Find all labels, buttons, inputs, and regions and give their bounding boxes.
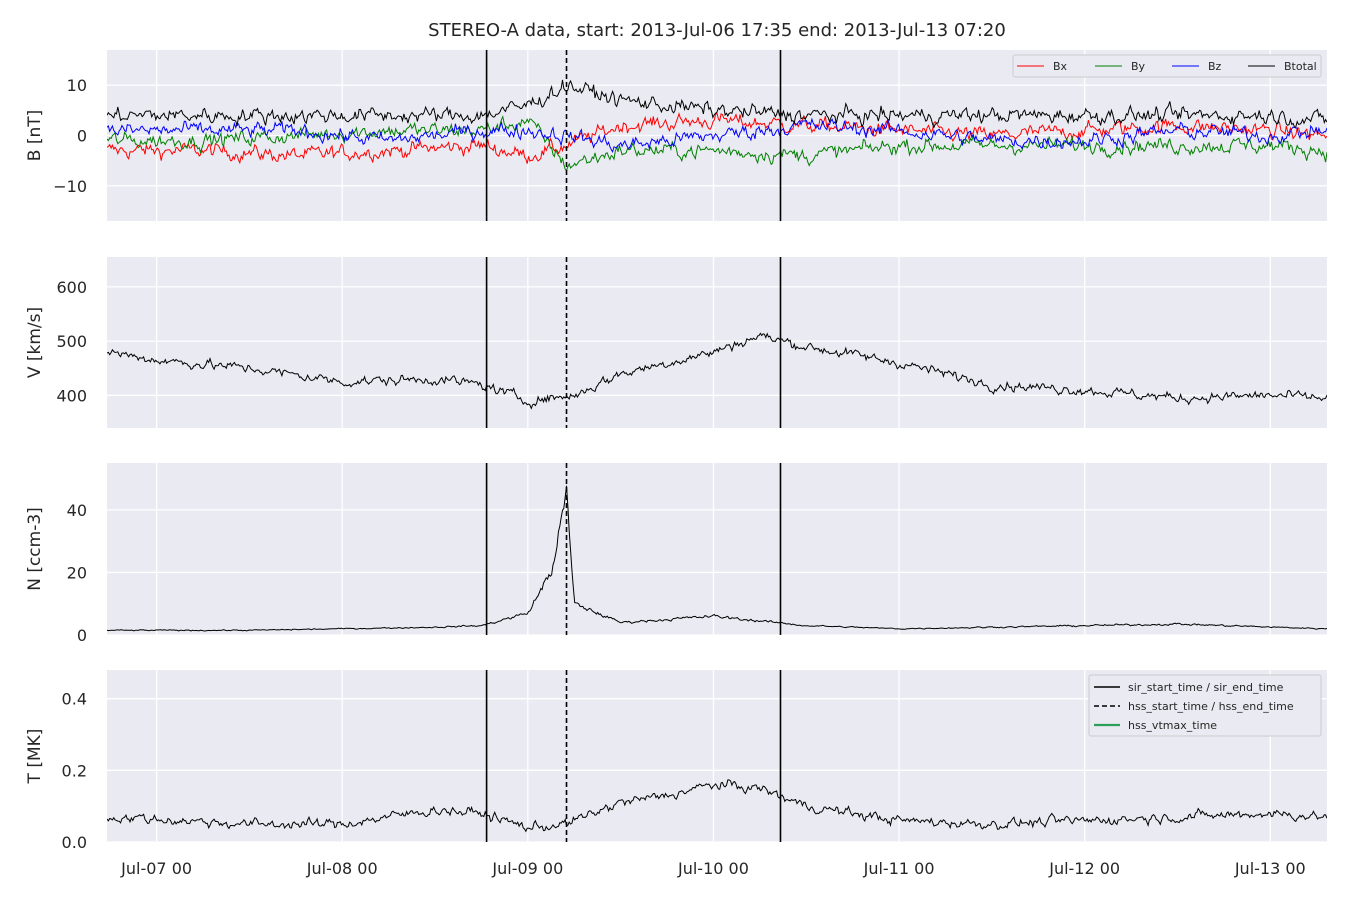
legend-label: Bx xyxy=(1053,60,1068,73)
x-tick-label: Jul-11 00 xyxy=(863,859,935,878)
y-axis-label: N [ccm-3] xyxy=(25,507,45,591)
series-line-bz xyxy=(107,117,1327,154)
y-tick-label: 400 xyxy=(56,386,87,405)
y-axis-label: T [MK] xyxy=(25,729,45,785)
legend-label: hss_vtmax_time xyxy=(1128,719,1217,732)
x-tick-label: Jul-07 00 xyxy=(120,859,192,878)
y-tick-label: 0 xyxy=(77,626,87,645)
y-tick-label: 0.4 xyxy=(62,690,87,709)
y-tick-label: −10 xyxy=(53,177,87,196)
panel-2: 400 500 600 V [km/s] xyxy=(25,257,1327,428)
y-axis-label: V [km/s] xyxy=(25,307,45,378)
legend-label: Bz xyxy=(1208,60,1222,73)
y-tick-label: 10 xyxy=(67,76,87,95)
series-line-btotal xyxy=(107,79,1327,129)
series-line-by xyxy=(107,115,1327,172)
plot-area xyxy=(107,257,1327,428)
y-tick-label: 500 xyxy=(56,332,87,351)
x-tick-label: Jul-13 00 xyxy=(1234,859,1306,878)
y-tick-label: 0 xyxy=(77,127,87,146)
legend-label: hss_start_time / hss_end_time xyxy=(1128,700,1294,713)
legend-label: sir_start_time / sir_end_time xyxy=(1128,681,1284,694)
plot-area xyxy=(107,463,1327,635)
panel-3: 0 20 40 N [ccm-3] xyxy=(25,463,1327,645)
series-line-data xyxy=(107,485,1327,632)
legend-b: Bx By Bz Btotal xyxy=(1012,54,1322,78)
legend-label: Btotal xyxy=(1284,60,1317,73)
x-tick-label: Jul-12 00 xyxy=(1048,859,1120,878)
legend-events: sir_start_time / sir_end_time hss_start_t… xyxy=(1088,674,1322,737)
y-tick-label: 0.0 xyxy=(62,833,87,852)
y-tick-label: 600 xyxy=(56,278,87,297)
x-tick-label: Jul-09 00 xyxy=(491,859,563,878)
y-tick-label: 0.2 xyxy=(62,761,87,780)
figure-title: STEREO-A data, start: 2013-Jul-06 17:35 … xyxy=(428,20,1006,41)
x-tick-label: Jul-08 00 xyxy=(306,859,378,878)
y-axis-label: B [nT] xyxy=(25,110,45,162)
panel-1: −10 0 10 B [nT] Bx By Bz Btotal xyxy=(25,50,1327,221)
x-tick-label: Jul-10 00 xyxy=(677,859,749,878)
x-axis-ticks: Jul-07 00 Jul-08 00 Jul-09 00 Jul-10 00 Jul-… xyxy=(120,859,1306,878)
series-line-data xyxy=(107,332,1327,410)
series-line-bx xyxy=(107,112,1327,165)
y-tick-label: 20 xyxy=(67,563,87,582)
y-tick-label: 40 xyxy=(67,501,87,520)
legend-label: By xyxy=(1131,60,1146,73)
panel-4: 0.0 0.2 0.4 T [MK] sir_start_time / sir_end_… xyxy=(25,670,1327,852)
series-line-data xyxy=(107,779,1327,833)
